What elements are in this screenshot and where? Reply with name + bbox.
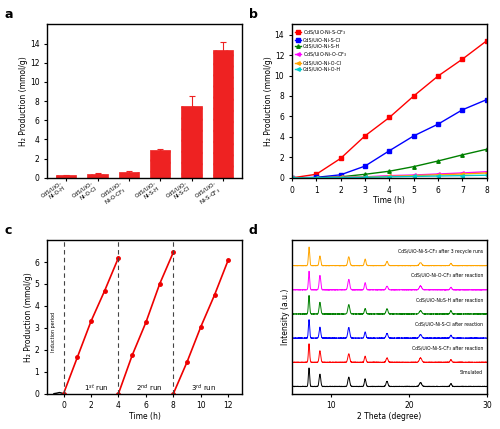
- CdS/UiO-Ni-O-CF$_3$: [338, 175, 344, 180]
- CdS/UiO-Ni-O-H: [338, 175, 344, 180]
- Line: CdS/UiO-Ni-O-CF$_3$: CdS/UiO-Ni-O-CF$_3$: [290, 170, 488, 180]
- CdS/UiO-Ni-O-Cl: [362, 175, 368, 180]
- CdS/UiO-Ni-S-CF$_3$: [313, 172, 319, 177]
- CdS/UiO-Ni-S-H: [313, 175, 319, 180]
- CdS/UiO-Ni-O-H: [435, 173, 441, 178]
- Line: CdS/UiO-Ni-S-CF$_3$: CdS/UiO-Ni-S-CF$_3$: [290, 39, 488, 180]
- Bar: [56, 175, 76, 178]
- CdS/UiO-Ni-O-H: [289, 175, 295, 181]
- CdS/UiO-Ni-S-Cl: [410, 133, 416, 139]
- X-axis label: Time (h): Time (h): [374, 196, 406, 205]
- CdS/UiO-Ni-S-H: [289, 175, 295, 181]
- CdS/UiO-Ni-O-CF$_3$: [289, 175, 295, 181]
- Text: a: a: [4, 8, 12, 21]
- Text: CdS/UiO-Ni-S-CF₃ after 3 recycle runs: CdS/UiO-Ni-S-CF₃ after 3 recycle runs: [398, 249, 483, 254]
- CdS/UiO-Ni-O-Cl: [410, 173, 416, 178]
- Bar: [88, 174, 108, 178]
- Text: CdS/UiO-Ni-S-Cl after reaction: CdS/UiO-Ni-S-Cl after reaction: [415, 321, 483, 326]
- Bar: [118, 172, 139, 178]
- CdS/UiO-Ni-S-CF$_3$: [338, 156, 344, 161]
- X-axis label: 2 Theta (degree): 2 Theta (degree): [357, 412, 422, 421]
- Bar: [182, 106, 202, 178]
- CdS/UiO-Ni-O-Cl: [484, 170, 490, 175]
- Line: CdS/UiO-Ni-O-H: CdS/UiO-Ni-O-H: [290, 173, 488, 180]
- CdS/UiO-Ni-O-Cl: [435, 172, 441, 177]
- Text: 1$^{st}$ run: 1$^{st}$ run: [84, 382, 109, 393]
- CdS/UiO-Ni-S-CF$_3$: [460, 57, 466, 62]
- Y-axis label: H₂ Production (mmol/g): H₂ Production (mmol/g): [264, 56, 273, 146]
- Bar: [213, 50, 233, 178]
- CdS/UiO-Ni-O-H: [386, 174, 392, 179]
- CdS/UiO-Ni-O-CF$_3$: [435, 172, 441, 177]
- CdS/UiO-Ni-S-Cl: [289, 175, 295, 181]
- CdS/UiO-Ni-O-H: [410, 174, 416, 179]
- Legend: CdS/UiO-Ni-S-CF$_3$, CdS/UiO-Ni-S-Cl, CdS/UiO-Ni-S-H, CdS/UiO-Ni-O-CF$_3$, CdS/U: CdS/UiO-Ni-S-CF$_3$, CdS/UiO-Ni-S-Cl, Cd…: [294, 27, 348, 73]
- Text: CdS/UiO-Ni-S-CF₃ after reaction: CdS/UiO-Ni-S-CF₃ after reaction: [412, 345, 483, 350]
- CdS/UiO-Ni-S-Cl: [338, 172, 344, 177]
- Bar: [150, 150, 171, 178]
- CdS/UiO-Ni-O-Cl: [386, 174, 392, 179]
- CdS/UiO-Ni-O-Cl: [313, 175, 319, 180]
- CdS/UiO-Ni-S-H: [435, 158, 441, 163]
- CdS/UiO-Ni-S-H: [338, 174, 344, 179]
- Text: CdS/UiO-Ni-O-CF₃ after reaction: CdS/UiO-Ni-O-CF₃ after reaction: [410, 273, 483, 278]
- Text: b: b: [249, 8, 258, 21]
- CdS/UiO-Ni-O-CF$_3$: [460, 170, 466, 175]
- CdS/UiO-Ni-S-Cl: [484, 97, 490, 102]
- Text: 2$^{nd}$ run: 2$^{nd}$ run: [136, 382, 162, 393]
- Text: Induction period: Induction period: [51, 312, 56, 352]
- CdS/UiO-Ni-S-Cl: [362, 163, 368, 169]
- CdS/UiO-Ni-O-Cl: [338, 175, 344, 180]
- Text: CdS/UiO-Ni₂S-H after reaction: CdS/UiO-Ni₂S-H after reaction: [416, 297, 483, 302]
- CdS/UiO-Ni-S-H: [386, 169, 392, 174]
- CdS/UiO-Ni-S-CF$_3$: [435, 73, 441, 79]
- CdS/UiO-Ni-S-H: [484, 147, 490, 152]
- Y-axis label: H₂ Production (mmol/g): H₂ Production (mmol/g): [24, 272, 33, 362]
- CdS/UiO-Ni-O-CF$_3$: [313, 175, 319, 180]
- CdS/UiO-Ni-S-H: [362, 172, 368, 177]
- CdS/UiO-Ni-O-Cl: [460, 172, 466, 177]
- CdS/UiO-Ni-O-CF$_3$: [386, 173, 392, 178]
- CdS/UiO-Ni-O-CF$_3$: [484, 169, 490, 174]
- Text: c: c: [4, 224, 12, 237]
- X-axis label: Time (h): Time (h): [128, 412, 160, 421]
- Text: Simulated: Simulated: [460, 369, 483, 375]
- CdS/UiO-Ni-S-H: [410, 164, 416, 169]
- CdS/UiO-Ni-O-CF$_3$: [362, 174, 368, 179]
- Text: d: d: [249, 224, 258, 237]
- CdS/UiO-Ni-S-CF$_3$: [362, 133, 368, 139]
- CdS/UiO-Ni-S-Cl: [460, 107, 466, 112]
- CdS/UiO-Ni-S-CF$_3$: [386, 115, 392, 120]
- CdS/UiO-Ni-O-Cl: [289, 175, 295, 181]
- Line: CdS/UiO-Ni-O-Cl: CdS/UiO-Ni-O-Cl: [290, 171, 488, 180]
- CdS/UiO-Ni-O-CF$_3$: [410, 172, 416, 178]
- CdS/UiO-Ni-S-Cl: [386, 148, 392, 153]
- Text: 3$^{rd}$ run: 3$^{rd}$ run: [191, 382, 216, 393]
- CdS/UiO-Ni-O-H: [484, 172, 490, 178]
- Line: CdS/UiO-Ni-S-H: CdS/UiO-Ni-S-H: [290, 148, 488, 180]
- CdS/UiO-Ni-O-H: [362, 175, 368, 180]
- Y-axis label: H₂ Production (mmol/g): H₂ Production (mmol/g): [20, 56, 28, 146]
- CdS/UiO-Ni-S-CF$_3$: [289, 175, 295, 181]
- CdS/UiO-Ni-S-CF$_3$: [484, 38, 490, 43]
- Y-axis label: Intensity (a.u.): Intensity (a.u.): [282, 289, 290, 345]
- CdS/UiO-Ni-O-H: [313, 175, 319, 180]
- Line: CdS/UiO-Ni-S-Cl: CdS/UiO-Ni-S-Cl: [290, 98, 488, 180]
- CdS/UiO-Ni-S-CF$_3$: [410, 94, 416, 99]
- CdS/UiO-Ni-S-H: [460, 152, 466, 157]
- CdS/UiO-Ni-S-Cl: [435, 121, 441, 127]
- CdS/UiO-Ni-S-Cl: [313, 175, 319, 180]
- CdS/UiO-Ni-O-H: [460, 173, 466, 178]
